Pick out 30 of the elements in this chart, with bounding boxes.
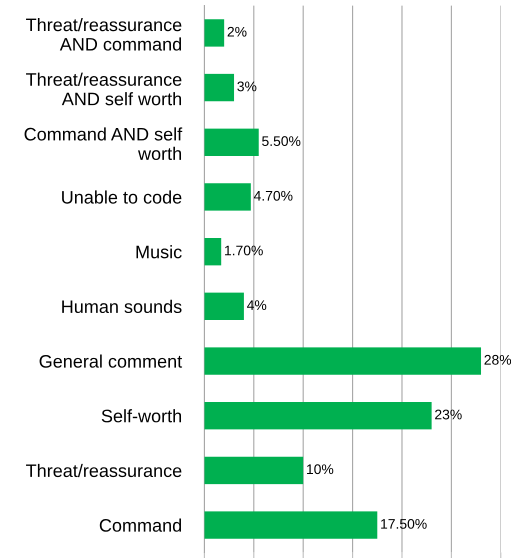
y-tick-label: General comment bbox=[40, 354, 182, 368]
data-label: 4% bbox=[247, 300, 266, 310]
bar bbox=[204, 74, 234, 102]
y-tick-label: Command AND self worth bbox=[24, 127, 182, 160]
data-label: 4.70% bbox=[254, 190, 292, 201]
bar bbox=[204, 347, 482, 375]
bar bbox=[204, 19, 224, 47]
y-tick-label: Human sounds bbox=[62, 300, 182, 314]
bar bbox=[204, 183, 251, 211]
y-tick-label: Threat/reassurance bbox=[26, 464, 182, 478]
bar bbox=[204, 292, 244, 320]
y-tick-label: Music bbox=[136, 245, 182, 258]
y-tick-label: Command bbox=[100, 518, 182, 532]
bar bbox=[204, 238, 222, 266]
bar bbox=[204, 402, 432, 430]
y-tick-label: Threat/reassurance AND self worth bbox=[26, 72, 182, 106]
data-label: 28% bbox=[484, 354, 511, 365]
data-label: 5.50% bbox=[262, 136, 300, 146]
y-tick-label: Unable to code bbox=[62, 190, 182, 204]
y-tick-label: Threat/reassurance AND command bbox=[26, 18, 182, 51]
bar bbox=[204, 128, 259, 156]
data-label: 3% bbox=[237, 82, 256, 92]
data-label: 17.50% bbox=[381, 518, 427, 529]
data-label: 10% bbox=[307, 464, 334, 474]
data-label: 23% bbox=[435, 410, 462, 420]
bar bbox=[204, 456, 304, 484]
y-tick-label: Self-worth bbox=[102, 409, 182, 422]
bar bbox=[204, 511, 378, 539]
data-label: 2% bbox=[228, 26, 247, 37]
data-label: 1.70% bbox=[225, 246, 263, 256]
